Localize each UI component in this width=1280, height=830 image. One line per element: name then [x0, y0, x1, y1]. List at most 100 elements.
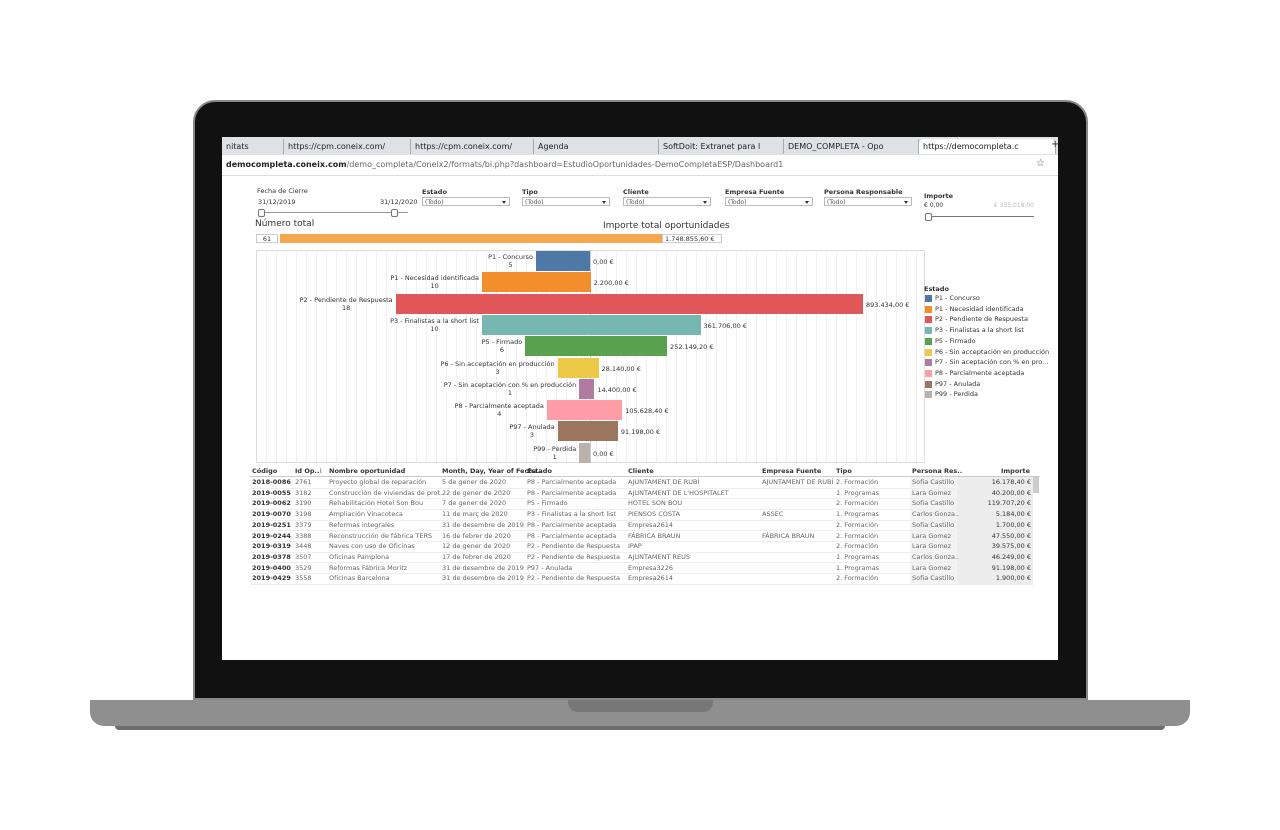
funnel-label: P99 - Perdida 1 — [533, 445, 576, 461]
browser-tab[interactable]: Agenda — [534, 139, 659, 154]
table-cell: Reformas Fábrica Moritz — [329, 563, 408, 572]
table-cell: 16.178,40 € — [991, 478, 1031, 486]
table-cell: Construcción de viviendas de prot.. — [329, 488, 445, 497]
table-cell: PIENSOS COSTA — [628, 510, 680, 519]
legend-label: P6 - Sin acceptación en producción — [935, 347, 1050, 356]
filter-label: Tipo — [522, 188, 538, 196]
filter-select[interactable]: (Todo) — [522, 197, 610, 206]
table-cell: Sofia Castillo — [912, 574, 955, 583]
tab-bar: nitats https://cpm.coneix.com/https://cpm… — [222, 137, 1058, 155]
stage-count: 10 — [430, 282, 439, 291]
table-cell: AJUNTAMENT DE L'HOSPITALET — [628, 488, 729, 497]
column-header[interactable]: Persona Res.. — [912, 467, 963, 475]
funnel-bar-count — [482, 272, 590, 293]
funnel-bar-amount — [590, 293, 863, 314]
importe-min: € 0,00 — [924, 202, 944, 209]
funnel-label: P1 - Necesidad identificada 10 — [390, 274, 479, 290]
table-cell: Empresa3226 — [628, 563, 674, 572]
filter-label: Empresa Fuente — [725, 188, 785, 196]
table-cell: 3190 — [295, 499, 312, 508]
table-cell: 2019-0070 — [252, 510, 291, 519]
sort-icon[interactable]: ⇂ — [318, 467, 324, 475]
row-divider — [250, 508, 1033, 510]
table-cell: Reconstrucción de fábrica TERS — [329, 531, 433, 540]
filter-select[interactable]: (Todo) — [422, 197, 510, 206]
table-cell: 2. Formación — [836, 520, 879, 529]
row-divider — [250, 573, 1033, 575]
funnel-label: P2 - Pendiente de Respuesta 18 — [300, 296, 393, 312]
amount-label: 0,00 € — [593, 449, 614, 458]
table-cell: Sofia Castillo — [912, 499, 955, 508]
funnel-label: P97 - Anulada 3 — [509, 423, 554, 439]
browser-tab[interactable]: https://cpm.coneix.com/ — [411, 139, 534, 154]
table-cell: 119.707,20 € — [987, 499, 1031, 508]
legend-label: P2 - Pendiente de Respuesta — [935, 315, 1028, 324]
table-cell: Rehabilitación Hotel Son Bou — [329, 499, 424, 508]
table-cell: P8 - Parcialmente aceptada — [527, 531, 617, 540]
amount-label: 893.434,00 € — [866, 300, 910, 309]
slider-handle[interactable] — [925, 213, 932, 221]
browser-tab[interactable]: SoftDoit: Extranet para l — [659, 139, 784, 154]
legend-swatch — [925, 359, 932, 367]
filter-select[interactable]: (Todo) — [725, 197, 813, 206]
stage-count: 18 — [341, 303, 351, 312]
funnel-bar-amount — [590, 336, 668, 357]
funnel-bar-count — [579, 442, 590, 463]
table-cell: Lara Gomez — [912, 488, 952, 497]
stage-count: 6 — [499, 346, 504, 355]
address-bar: democompleta.coneix.com/demo_completa/Co… — [222, 155, 1058, 176]
funnel-axis — [590, 250, 591, 463]
browser-tab[interactable]: DEMO_COMPLETA - Opo — [784, 139, 919, 154]
column-header[interactable]: Nombre oportunidad — [329, 467, 406, 475]
new-tab-button[interactable]: + — [1051, 139, 1058, 150]
filter-select[interactable]: (Todo) — [824, 197, 912, 206]
column-header[interactable]: Código — [252, 467, 278, 475]
stage-name: P6 - Sin acceptación en producción — [440, 359, 555, 368]
slider-handle[interactable] — [258, 209, 265, 217]
stage-count: 1 — [552, 452, 557, 461]
scrollbar[interactable] — [1033, 477, 1039, 493]
stage-count: 4 — [497, 410, 502, 419]
filter-select[interactable]: (Todo) — [623, 197, 711, 206]
column-header[interactable]: Tipo — [836, 467, 852, 475]
table-cell: P8 - Parcialmente aceptada — [527, 478, 617, 486]
table-cell: 3448 — [295, 542, 312, 551]
stage-count: 3 — [495, 367, 500, 376]
url[interactable]: democompleta.coneix.com/demo_completa/Co… — [226, 160, 783, 169]
legend-swatch — [925, 305, 932, 313]
column-header[interactable]: Importe — [1000, 467, 1030, 475]
table-cell: 11 de març de 2020 — [442, 510, 508, 519]
table-cell: 47.550,00 € — [991, 531, 1031, 540]
column-header[interactable]: Estado — [527, 467, 552, 475]
column-header[interactable]: Empresa Fuente — [762, 467, 822, 475]
table-cell: 2. Formación — [836, 574, 879, 583]
amount-label: 361.706,00 € — [703, 321, 747, 330]
row-divider — [250, 530, 1033, 532]
laptop-notch — [568, 700, 713, 712]
browser-tab[interactable]: https://democompleta.c — [919, 139, 1056, 154]
amount-label: 252.149,20 € — [670, 343, 714, 352]
importe-slider[interactable] — [928, 216, 1034, 217]
date-slider[interactable] — [260, 212, 408, 213]
url-host: democompleta.coneix.com — [226, 160, 347, 169]
slider-handle[interactable] — [391, 209, 398, 217]
bookmark-star[interactable]: ☆ — [1036, 158, 1045, 169]
column-header[interactable]: Id Op.. — [295, 467, 320, 475]
legend-label: P97 - Anulada — [935, 379, 981, 388]
table-cell: Reformas integrales — [329, 520, 395, 529]
column-header[interactable]: Month, Day, Year of Fecha.. — [442, 467, 543, 475]
table-cell: 5 de gener de 2020 — [442, 478, 507, 486]
importe-max: € 335.018,00 — [993, 202, 1034, 209]
table-cell: P5 - Firmado — [527, 499, 568, 508]
table-cell: 2019-0055 — [252, 488, 291, 497]
column-header[interactable]: Cliente — [628, 467, 654, 475]
table-cell: 31 de desembre de 2019 — [442, 563, 524, 572]
table-cell: 2. Formación — [836, 499, 879, 508]
browser-tab[interactable]: https://cpm.coneix.com/ — [284, 139, 411, 154]
table-cell: 31 de desembre de 2019 — [442, 520, 524, 529]
table-cell: Carlos Gonza.. — [912, 510, 960, 519]
funnel-label: P6 - Sin acceptación en producción 3 — [441, 360, 555, 376]
table-cell: 46.249,00 € — [991, 552, 1031, 561]
browser-tab[interactable]: nitats — [222, 139, 284, 154]
